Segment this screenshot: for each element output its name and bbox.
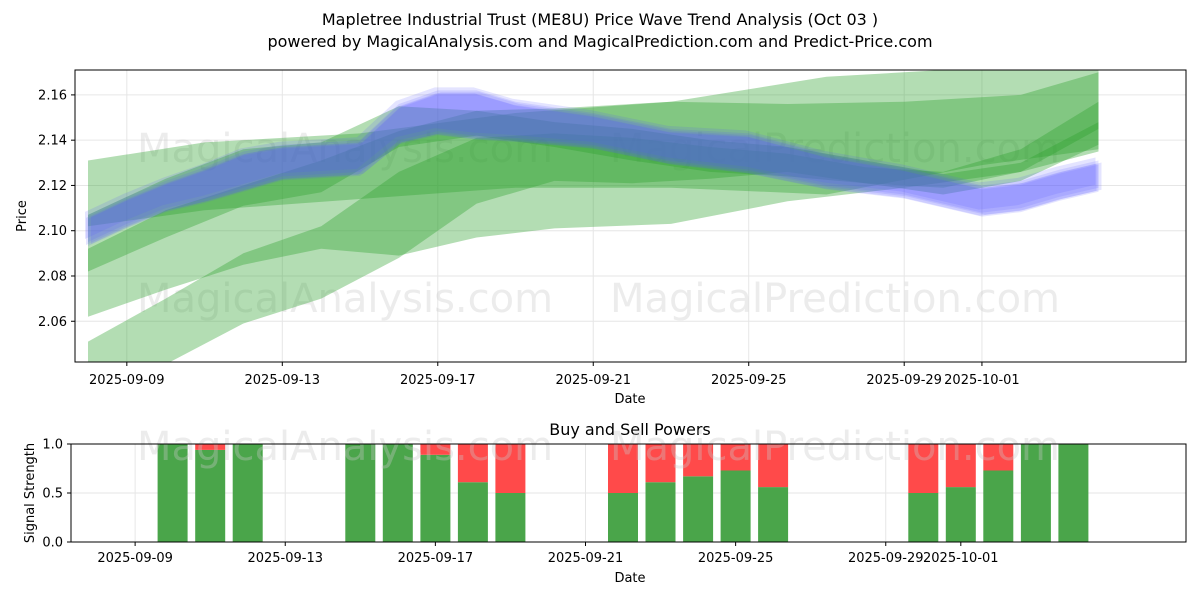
blue-wave-band	[88, 94, 1099, 247]
sell-power-bar	[720, 444, 751, 471]
signal-ytick-label: 0.5	[42, 487, 63, 502]
buy-power-bar	[683, 476, 714, 542]
sell-power-bar	[908, 444, 939, 493]
sell-power-bar	[683, 444, 714, 477]
buy-power-bar	[195, 449, 226, 542]
price-ytick-label: 2.06	[38, 315, 67, 330]
buy-power-bar	[758, 487, 789, 542]
blue-wave-band	[85, 87, 1096, 240]
watermark-mid-right: MagicalPrediction.com	[610, 276, 1060, 322]
sell-power-bar	[195, 444, 226, 450]
buy-power-bar	[908, 493, 939, 542]
price-xtick-label: 2025-09-21	[555, 373, 631, 388]
buy-power-bar	[495, 493, 526, 542]
wave-bands	[85, 70, 1102, 362]
chart-title-line2: powered by MagicalAnalysis.com and Magic…	[267, 32, 932, 51]
signal-watermarks: MagicalAnalysis.com MagicalPrediction.co…	[137, 424, 1060, 470]
blue-wave-band	[86, 93, 1097, 246]
buy-power-bar	[983, 470, 1014, 542]
buy-power-bar	[420, 454, 451, 542]
watermark-bottom-right: MagicalPrediction.com	[610, 424, 1060, 470]
sell-power-bar	[457, 444, 488, 483]
price-plot-frame	[74, 69, 1187, 363]
signal-xlabel: Date	[614, 571, 645, 586]
signal-xtick-label: 2025-09-29	[848, 551, 924, 566]
buy-power-bar	[720, 470, 751, 542]
sell-power-bar	[983, 444, 1014, 471]
green-wave-band	[88, 106, 1099, 272]
buy-power-bar	[945, 487, 976, 542]
sell-power-bar	[495, 444, 526, 493]
price-grid	[75, 70, 1186, 362]
buy-power-bar	[1020, 444, 1051, 542]
signal-xtick-label: 2025-09-09	[97, 551, 173, 566]
price-xtick-label: 2025-10-01	[944, 373, 1020, 388]
buy-power-bar	[157, 444, 188, 542]
signal-ytick-label: 0.0	[42, 536, 63, 551]
watermark-mid-left: MagicalAnalysis.com	[137, 276, 553, 322]
buy-power-bar	[232, 444, 263, 542]
signal-xtick-label: 2025-10-01	[923, 551, 999, 566]
price-xtick-label: 2025-09-13	[245, 373, 321, 388]
price-xlabel: Date	[614, 392, 645, 407]
signal-title: Buy and Sell Powers	[549, 420, 711, 439]
price-watermarks: MagicalAnalysis.com MagicalPrediction.co…	[137, 126, 1060, 322]
blue-wave-band	[91, 92, 1102, 245]
signal-xtick-label: 2025-09-25	[698, 551, 774, 566]
wave-band-group	[85, 70, 1102, 362]
signal-ytick-label: 1.0	[42, 438, 63, 453]
price-ytick-label: 2.16	[38, 88, 67, 103]
price-ytick-label: 2.10	[38, 224, 67, 239]
price-xtick-label: 2025-09-09	[89, 373, 165, 388]
price-axes: 2025-09-09 2025-09-13 2025-09-17 2025-09-21…	[38, 88, 1020, 388]
blue-wave-band	[88, 90, 1099, 243]
green-wave-band	[88, 101, 1099, 362]
signal-xtick-label: 2025-09-13	[247, 551, 323, 566]
sell-power-bar	[945, 444, 976, 488]
signal-ylabel: Signal Strength	[23, 443, 38, 543]
chart-title-line1: Mapletree Industrial Trust (ME8U) Price …	[322, 10, 878, 29]
sell-power-bar	[608, 444, 638, 493]
sell-power-bar	[758, 444, 789, 488]
buy-power-bar	[1058, 444, 1089, 542]
sell-power-bar	[645, 444, 676, 483]
buy-power-bar	[457, 482, 488, 542]
green-wave-band	[88, 72, 1099, 317]
price-ytick-label: 2.12	[38, 179, 67, 194]
buy-power-bar	[345, 444, 376, 542]
price-xtick-label: 2025-09-17	[400, 373, 476, 388]
watermark-top-right: MagicalPrediction.com	[610, 126, 1060, 172]
signal-bars	[157, 444, 1089, 542]
buy-power-bar	[608, 493, 638, 542]
signal-xtick-label: 2025-09-17	[398, 551, 474, 566]
price-ytick-label: 2.14	[38, 134, 67, 149]
buy-power-bar	[382, 444, 413, 542]
buy-power-bar	[645, 482, 676, 542]
watermark-top-left: MagicalAnalysis.com	[137, 126, 553, 172]
price-ylabel: Price	[15, 200, 30, 232]
sell-power-bar	[420, 444, 451, 455]
signal-axes: 2025-09-09 2025-09-13 2025-09-17 2025-09-21…	[42, 438, 998, 567]
green-wave-band	[88, 70, 1099, 227]
price-xtick-label: 2025-09-25	[711, 373, 787, 388]
watermark-bottom-left: MagicalAnalysis.com	[137, 424, 553, 470]
price-ytick-label: 2.08	[38, 269, 67, 284]
price-xtick-label: 2025-09-29	[866, 373, 942, 388]
signal-xtick-label: 2025-09-21	[548, 551, 624, 566]
